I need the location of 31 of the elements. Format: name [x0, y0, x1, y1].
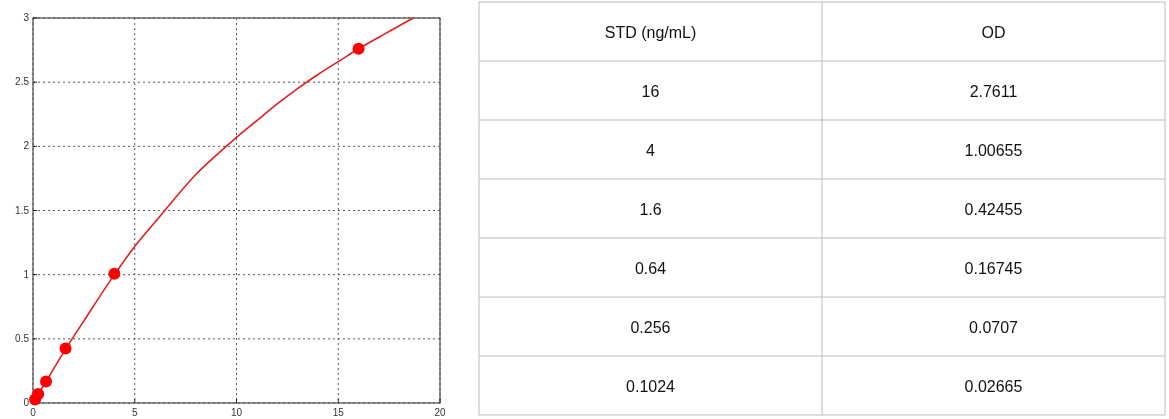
text: 1.6 [639, 200, 662, 218]
y-tick-label: 1.5 [15, 204, 30, 216]
point [40, 375, 53, 388]
text: OD [981, 23, 1006, 41]
y-tick-label: 3 [23, 12, 30, 23]
x-tick-label: 0 [30, 407, 37, 418]
x-tick-label: 10 [230, 407, 243, 418]
text: 2.7611 [969, 82, 1018, 100]
y-tick-label: 2 [23, 140, 30, 152]
text: 0.16745 [964, 259, 1023, 277]
point [108, 267, 121, 280]
text: 0.256 [630, 318, 671, 336]
x-tick-label: 5 [131, 407, 138, 418]
y-tick-label: 0.5 [15, 332, 30, 344]
x-tick-label: 15 [332, 407, 345, 418]
point [59, 342, 72, 355]
text: 0.1024 [626, 377, 676, 395]
point [352, 42, 365, 55]
point [29, 393, 42, 406]
text: 16 [641, 82, 660, 100]
text: 0.02665 [964, 377, 1023, 395]
text: 0.0707 [969, 318, 1019, 336]
text: 0.64 [634, 259, 667, 277]
y-tick-label: 2.5 [15, 76, 30, 88]
text: STD (ng/mL) [604, 23, 697, 41]
text: 0.42455 [964, 200, 1023, 218]
y-tick-label: 0 [23, 397, 30, 408]
text: 1.00655 [964, 141, 1023, 159]
text: 4 [646, 141, 656, 159]
x-tick-label: 20 [434, 407, 446, 418]
y-tick-label: 1 [23, 268, 30, 280]
